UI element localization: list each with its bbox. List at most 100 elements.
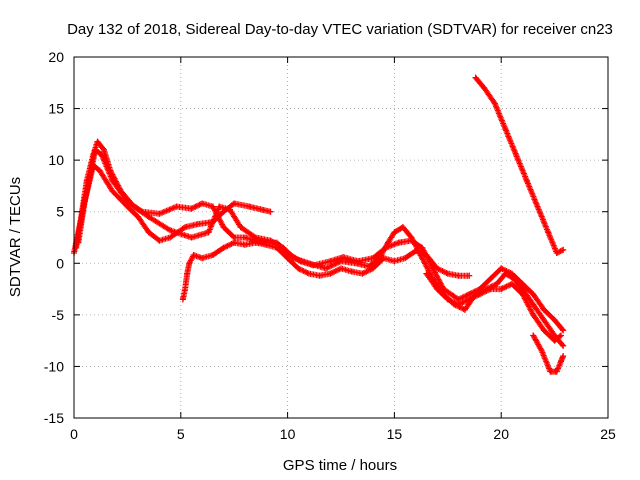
x-tick-label: 15 xyxy=(387,426,403,442)
x-tick-label: 25 xyxy=(600,426,616,442)
data-point xyxy=(156,237,163,244)
y-tick-label: -10 xyxy=(44,358,64,374)
data-point xyxy=(523,177,530,184)
data-point xyxy=(209,219,216,226)
data-point xyxy=(338,265,344,272)
data-point xyxy=(498,265,505,272)
data-point xyxy=(545,229,552,236)
y-tick-label: 10 xyxy=(48,152,64,168)
y-tick-label: -15 xyxy=(44,410,64,426)
data-point xyxy=(359,270,366,277)
data-point xyxy=(231,234,238,241)
data-point xyxy=(540,306,547,313)
data-point xyxy=(184,270,191,277)
data-point xyxy=(284,255,291,262)
data-point xyxy=(156,210,163,217)
data-point xyxy=(258,206,265,213)
data-point xyxy=(348,268,355,275)
data-point xyxy=(284,249,291,256)
data-point xyxy=(423,270,430,277)
data-point xyxy=(476,291,483,298)
data-point xyxy=(370,265,377,272)
data-point xyxy=(188,234,195,241)
data-point xyxy=(519,291,526,298)
data-point xyxy=(399,224,406,231)
data-point xyxy=(231,200,238,207)
x-tick-label: 10 xyxy=(280,426,296,442)
y-tick-label: 5 xyxy=(56,204,64,220)
x-axis-label: GPS time / hours xyxy=(283,457,397,474)
data-point xyxy=(267,208,274,215)
data-point xyxy=(188,205,195,212)
data-point xyxy=(530,311,537,318)
series-track-g xyxy=(530,332,567,375)
data-point xyxy=(297,258,304,265)
data-points xyxy=(71,74,567,375)
data-point xyxy=(440,286,447,293)
data-point xyxy=(323,265,330,272)
data-point xyxy=(498,286,505,293)
data-point xyxy=(273,244,280,251)
data-point xyxy=(551,332,558,339)
data-point xyxy=(216,203,223,210)
data-point xyxy=(305,270,312,277)
data-point xyxy=(199,255,206,262)
data-point xyxy=(109,177,116,184)
data-point xyxy=(355,258,362,265)
data-point xyxy=(538,347,545,354)
x-tick-label: 5 xyxy=(177,426,185,442)
series-track-d xyxy=(179,239,473,303)
data-point xyxy=(434,265,441,272)
data-point xyxy=(173,203,180,210)
data-point xyxy=(395,239,402,246)
data-point xyxy=(530,332,537,339)
data-point xyxy=(327,270,334,277)
data-point xyxy=(94,138,101,145)
data-point xyxy=(493,280,500,287)
data-point xyxy=(402,255,409,262)
data-point xyxy=(199,200,206,207)
data-point xyxy=(182,224,189,231)
data-point xyxy=(461,306,468,313)
data-point xyxy=(466,296,473,303)
data-point xyxy=(124,203,131,210)
data-point xyxy=(466,272,473,279)
data-point xyxy=(273,239,280,246)
chart-title: Day 132 of 2018, Sidereal Day-to-day VTE… xyxy=(67,21,613,38)
data-point xyxy=(391,229,398,236)
data-point xyxy=(75,239,82,246)
x-tick-label: 20 xyxy=(493,426,509,442)
axis-ticks: 0 5 10 15 20 25 -15 -10 -5 0 5 10 15 20 xyxy=(44,49,616,442)
data-point xyxy=(252,239,259,246)
data-point xyxy=(487,286,494,293)
data-point xyxy=(412,247,419,254)
series-track-c xyxy=(75,162,274,246)
data-point xyxy=(139,208,146,215)
data-point xyxy=(519,286,526,293)
data-point xyxy=(231,239,238,246)
data-point xyxy=(553,368,560,375)
data-point xyxy=(540,317,547,324)
data-point xyxy=(530,291,537,298)
data-point xyxy=(540,327,547,334)
data-point xyxy=(190,252,197,259)
data-point xyxy=(519,280,526,287)
data-point xyxy=(534,203,541,210)
y-tick-label: 15 xyxy=(48,101,64,117)
data-point xyxy=(560,342,567,349)
data-point xyxy=(263,241,270,248)
data-point xyxy=(472,74,479,81)
data-point xyxy=(327,258,334,265)
data-point xyxy=(558,358,565,365)
data-point xyxy=(145,229,152,236)
data-point xyxy=(135,213,142,220)
data-point xyxy=(419,244,426,251)
data-point xyxy=(81,198,88,205)
data-point xyxy=(384,239,391,246)
data-point xyxy=(220,224,227,231)
x-tick-label: 0 xyxy=(70,426,78,442)
data-point xyxy=(182,286,189,293)
data-point xyxy=(455,272,462,279)
